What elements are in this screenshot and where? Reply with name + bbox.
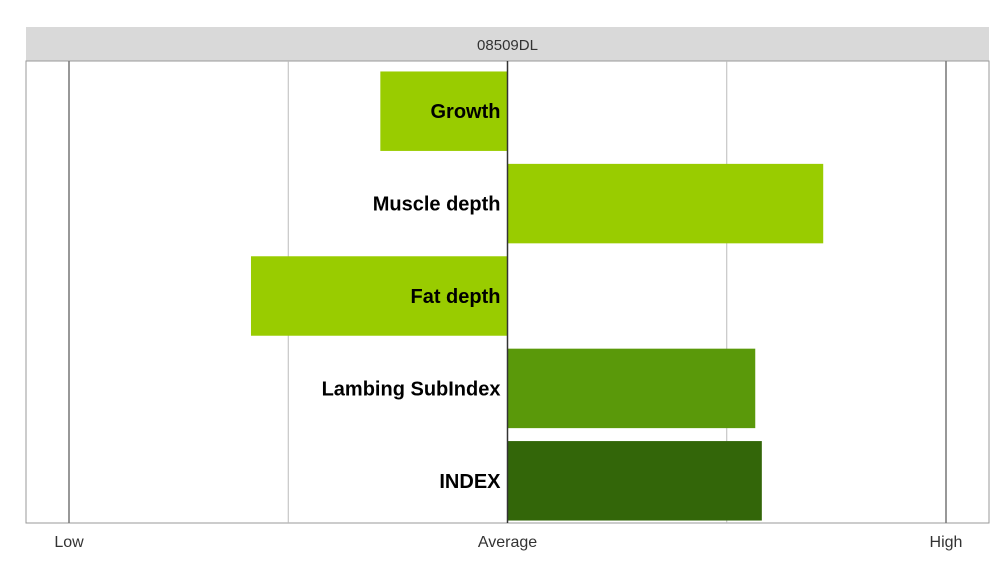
- x-tick-labels: Low Average High: [54, 534, 962, 551]
- bar-label: Growth: [431, 101, 501, 123]
- bar-label: Muscle depth: [373, 194, 501, 216]
- chart-header-bar: [26, 27, 989, 61]
- bar-label: Lambing SubIndex: [322, 378, 501, 400]
- bar: [507, 348, 756, 429]
- bar-label: Fat depth: [411, 286, 501, 308]
- bar-label: INDEX: [439, 471, 501, 493]
- bar: [380, 71, 508, 151]
- bar-labels: Growth Muscle depth Fat depth Lambing SubIn…: [322, 101, 502, 493]
- chart-title: 08509DL: [477, 37, 538, 54]
- bar: [507, 441, 762, 521]
- bar: [507, 163, 824, 244]
- x-tick-label: High: [930, 534, 963, 551]
- bars: [250, 71, 824, 521]
- x-tick-label: Average: [478, 534, 537, 551]
- bar: [250, 256, 508, 336]
- x-tick-label: Low: [54, 534, 84, 551]
